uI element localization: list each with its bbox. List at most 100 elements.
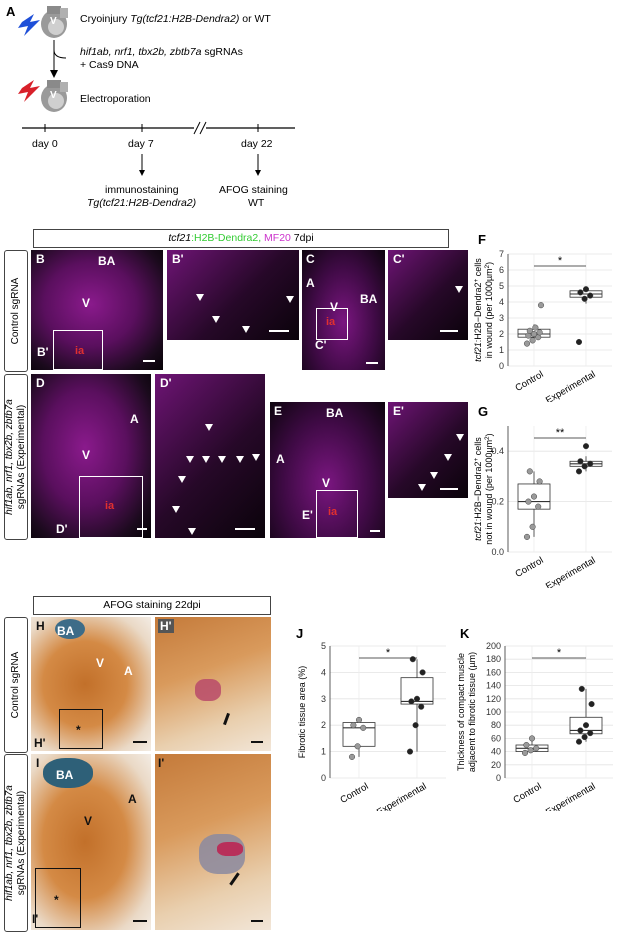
data-point (587, 460, 594, 467)
schematic-step1: Cryoinjury Tg(tcf21:H2B-Dendra2) or WT (80, 13, 271, 25)
y-tick-label: 4 (499, 297, 504, 307)
label-v-c: V (330, 300, 339, 314)
x-tick-label: Control (513, 369, 545, 394)
significance-label: * (558, 255, 563, 267)
label-v: V (82, 296, 91, 310)
row-label-control-afog: Control sgRNA (4, 617, 28, 753)
image-i (31, 754, 151, 930)
panel-label-h: H (36, 619, 45, 633)
panel-label-c-prime: C' (393, 252, 405, 266)
lightning-red-icon (18, 80, 40, 102)
row-label-control-fluor: Control sgRNA (4, 250, 28, 372)
image-e-prime (388, 402, 468, 498)
y-axis-label: adjacent to fibrotic tissue (µm) (467, 652, 477, 772)
y-tick-label: 80 (491, 720, 501, 730)
y-tick-label: 0 (499, 361, 504, 371)
data-point (527, 747, 534, 754)
day-7-desc-1: immunostaining (105, 184, 179, 196)
y-tick-label: 100 (486, 707, 501, 717)
y-tick-label: 180 (486, 654, 501, 664)
data-point (419, 669, 426, 676)
significance-label: ** (556, 427, 565, 439)
row-label-experimental-fluor: hif1ab, nrf1, tbx2b, zbtb7a sgRNAs (Exper… (4, 374, 28, 540)
label-ba: BA (98, 254, 116, 268)
panel-label-h-prime-inset: H' (34, 736, 46, 750)
data-point (536, 329, 543, 336)
label-a-d: A (130, 412, 139, 426)
data-point (588, 701, 595, 708)
y-tick-label: 5 (499, 281, 504, 291)
data-point (348, 753, 356, 760)
data-point (528, 735, 536, 742)
y-tick-label: 2 (499, 329, 504, 339)
data-point (582, 286, 590, 293)
data-point (354, 743, 361, 750)
panel-label-i: I (36, 756, 40, 770)
x-tick-label: Control (513, 555, 545, 580)
data-point (575, 468, 583, 475)
data-point (582, 443, 590, 450)
data-point (418, 703, 425, 710)
data-point (537, 302, 545, 309)
x-tick-label: Experimental (375, 781, 429, 811)
data-point (577, 727, 584, 734)
y-tick-label: 3 (321, 694, 326, 704)
box (342, 722, 376, 747)
y-tick-label: 140 (486, 681, 501, 691)
data-point (413, 695, 421, 702)
panel-label-f: F (478, 232, 486, 247)
y-tick-label: 6 (499, 265, 504, 275)
y-tick-label: 0.2 (491, 497, 504, 507)
lightning-blue-icon (18, 14, 40, 36)
data-point (587, 730, 594, 737)
image-e: ia (270, 402, 385, 538)
significance-label: * (386, 647, 391, 659)
panel-label-k: K (460, 626, 470, 641)
y-tick-label: 20 (491, 760, 501, 770)
y-axis-label: Thickness of compact muscle (456, 653, 466, 771)
y-tick-label: 160 (486, 667, 501, 677)
panel-label-a: A (6, 4, 16, 19)
label-v-i: V (84, 814, 93, 828)
panel-label-c: C (306, 252, 315, 266)
panel-label-h-prime: H' (158, 619, 174, 633)
panel-label-e-prime: E' (393, 404, 404, 418)
data-point (526, 468, 533, 475)
data-point (530, 493, 538, 500)
y-tick-label: 2 (321, 720, 326, 730)
x-tick-label: Experimental (544, 781, 598, 811)
panel-label-e-prime-inset: E' (302, 508, 313, 522)
day-22-label: day 22 (241, 138, 273, 150)
data-point (523, 533, 531, 540)
label-v-h: V (96, 656, 105, 670)
data-point (529, 523, 536, 530)
y-tick-label: 7 (499, 249, 504, 259)
panel-label-e: E (274, 404, 283, 418)
label-ba-i: BA (56, 768, 74, 782)
day-7-desc-2: Tg(tcf21:H2B-Dendra2) (87, 197, 197, 209)
data-point (406, 748, 414, 755)
data-point (360, 724, 367, 731)
image-h-prime (155, 617, 271, 751)
heart-icon-1 (41, 6, 68, 38)
label-ba-h: BA (57, 624, 75, 638)
data-point (523, 340, 531, 347)
data-point (526, 327, 533, 334)
image-c-prime (388, 250, 468, 340)
panel-label-g: G (478, 404, 489, 419)
y-tick-label: 0.0 (491, 547, 504, 557)
schematic-step2-line2: + Cas9 DNA (80, 59, 139, 71)
x-tick-label: Experimental (544, 555, 598, 588)
data-point (408, 698, 415, 705)
asterisk-i: * (54, 893, 59, 907)
data-point (575, 338, 583, 346)
inset-box-b (53, 330, 103, 370)
significance-label: * (557, 647, 562, 659)
y-tick-label: 200 (486, 641, 501, 651)
image-b-prime (167, 250, 299, 340)
label-a-h: A (124, 664, 133, 678)
label-ba-c: BA (360, 292, 378, 306)
image-h (31, 617, 151, 751)
panel-label-d: D (36, 376, 45, 390)
